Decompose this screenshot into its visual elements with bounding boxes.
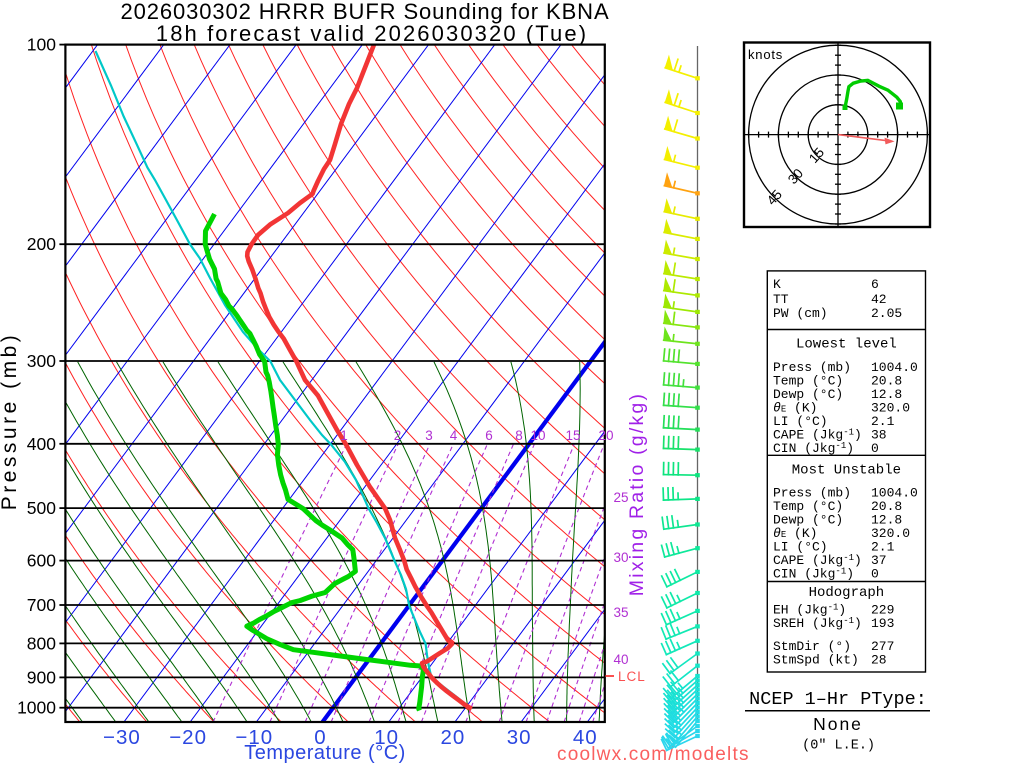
svg-text:38: 38 [871, 428, 887, 443]
svg-text:20: 20 [598, 428, 613, 443]
svg-text:40: 40 [573, 726, 598, 749]
svg-text:Dewp (°C): Dewp (°C) [773, 513, 843, 528]
svg-text:None: None [813, 714, 863, 734]
svg-text:229: 229 [871, 603, 894, 618]
svg-text:37: 37 [871, 553, 887, 568]
svg-text:300: 300 [27, 351, 56, 371]
svg-text:2.05: 2.05 [871, 306, 902, 321]
svg-text:1: 1 [340, 428, 348, 443]
svg-text:Most Unstable: Most Unstable [792, 463, 901, 479]
svg-text:NCEP 1–Hr PType:: NCEP 1–Hr PType: [749, 689, 927, 710]
svg-text:−20: −20 [169, 726, 207, 749]
svg-text:TT: TT [773, 292, 789, 307]
svg-text:8: 8 [515, 428, 523, 443]
svg-text:Dewp (°C): Dewp (°C) [773, 387, 843, 402]
svg-text:42: 42 [871, 292, 887, 307]
svg-text:Press (mb): Press (mb) [773, 486, 851, 501]
svg-text:knots: knots [748, 47, 783, 62]
svg-text:193: 193 [871, 616, 894, 631]
svg-text:30: 30 [507, 726, 532, 749]
svg-text:6: 6 [485, 428, 493, 443]
svg-text:35: 35 [613, 605, 628, 620]
svg-text:Temperature (°C): Temperature (°C) [244, 742, 406, 764]
svg-text:2.1: 2.1 [871, 414, 895, 429]
svg-text:320.0: 320.0 [871, 401, 910, 416]
svg-text:LI (°C): LI (°C) [773, 414, 828, 429]
svg-text:coolwx.com/modelts: coolwx.com/modelts [557, 744, 750, 765]
svg-text:Temp (°C): Temp (°C) [773, 499, 843, 514]
svg-text:SREH (Jkg-1): SREH (Jkg-1) [773, 616, 862, 631]
svg-text:Lowest level: Lowest level [796, 337, 897, 353]
svg-text:2: 2 [394, 428, 402, 443]
svg-text:20: 20 [440, 726, 465, 749]
svg-text:500: 500 [27, 498, 56, 518]
svg-text:2.1: 2.1 [871, 540, 895, 555]
svg-text:40: 40 [613, 652, 628, 667]
svg-text:CIN (Jkg-1): CIN (Jkg-1) [773, 441, 854, 456]
svg-text:−30: −30 [103, 726, 141, 749]
svg-text:277: 277 [871, 639, 894, 654]
svg-text:0: 0 [871, 567, 879, 582]
svg-text:(0" L.E.): (0" L.E.) [802, 739, 875, 754]
svg-text:25: 25 [613, 490, 628, 505]
svg-text:Temp (°C): Temp (°C) [773, 374, 843, 389]
svg-text:1004.0: 1004.0 [871, 486, 918, 501]
svg-text:20.8: 20.8 [871, 499, 902, 514]
svg-text:StmSpd (kt): StmSpd (kt) [773, 653, 859, 668]
svg-text:18h forecast valid 2026030320: 18h forecast valid 2026030320 (Tue) [156, 21, 588, 46]
svg-text:LI (°C): LI (°C) [773, 540, 828, 555]
svg-text:30: 30 [785, 166, 806, 187]
svg-text:12.8: 12.8 [871, 513, 902, 528]
svg-text:Hodograph: Hodograph [809, 585, 885, 601]
svg-text:200: 200 [27, 234, 56, 254]
svg-text:CAPE (Jkg-1): CAPE (Jkg-1) [773, 553, 862, 568]
svg-text:10: 10 [374, 726, 399, 749]
svg-text:12.8: 12.8 [871, 387, 902, 402]
svg-text:600: 600 [27, 551, 56, 571]
svg-text:320.0: 320.0 [871, 526, 910, 541]
svg-text:100: 100 [27, 35, 56, 55]
svg-text:2026030302 HRRR BUFR Sounding: 2026030302 HRRR BUFR Sounding for KBNA [120, 0, 609, 24]
svg-text:1000: 1000 [17, 698, 56, 718]
svg-text:Press (mb): Press (mb) [773, 360, 851, 375]
svg-text:6: 6 [871, 277, 879, 292]
svg-text:800: 800 [27, 633, 56, 653]
svg-text:PW (cm): PW (cm) [773, 306, 828, 321]
svg-text:1004.0: 1004.0 [871, 360, 918, 375]
svg-text:700: 700 [27, 595, 56, 615]
svg-text:4: 4 [450, 428, 458, 443]
svg-text:K: K [773, 277, 781, 292]
svg-text:30: 30 [613, 550, 628, 565]
svg-text:LCL: LCL [618, 669, 646, 684]
svg-text:900: 900 [27, 667, 56, 687]
svg-text:CAPE (Jkg-1): CAPE (Jkg-1) [773, 428, 862, 443]
svg-text:StmDir (°): StmDir (°) [773, 639, 851, 654]
svg-text:15: 15 [565, 428, 580, 443]
svg-text:CIN (Jkg-1): CIN (Jkg-1) [773, 567, 854, 582]
svg-text:0: 0 [871, 441, 879, 456]
svg-text:θE (K): θE (K) [773, 401, 817, 416]
svg-text:0: 0 [314, 726, 326, 749]
svg-text:400: 400 [27, 434, 56, 454]
svg-text:45: 45 [764, 187, 785, 208]
svg-text:Pressure (mb): Pressure (mb) [0, 332, 21, 511]
svg-text:−10: −10 [235, 726, 273, 749]
svg-text:θE (K): θE (K) [773, 526, 817, 541]
svg-text:Mixing Ratio (g/kg): Mixing Ratio (g/kg) [626, 392, 648, 596]
svg-text:20.8: 20.8 [871, 374, 902, 389]
svg-text:15: 15 [806, 145, 827, 166]
svg-text:10: 10 [530, 428, 545, 443]
svg-text:28: 28 [871, 653, 887, 668]
svg-text:3: 3 [425, 428, 433, 443]
